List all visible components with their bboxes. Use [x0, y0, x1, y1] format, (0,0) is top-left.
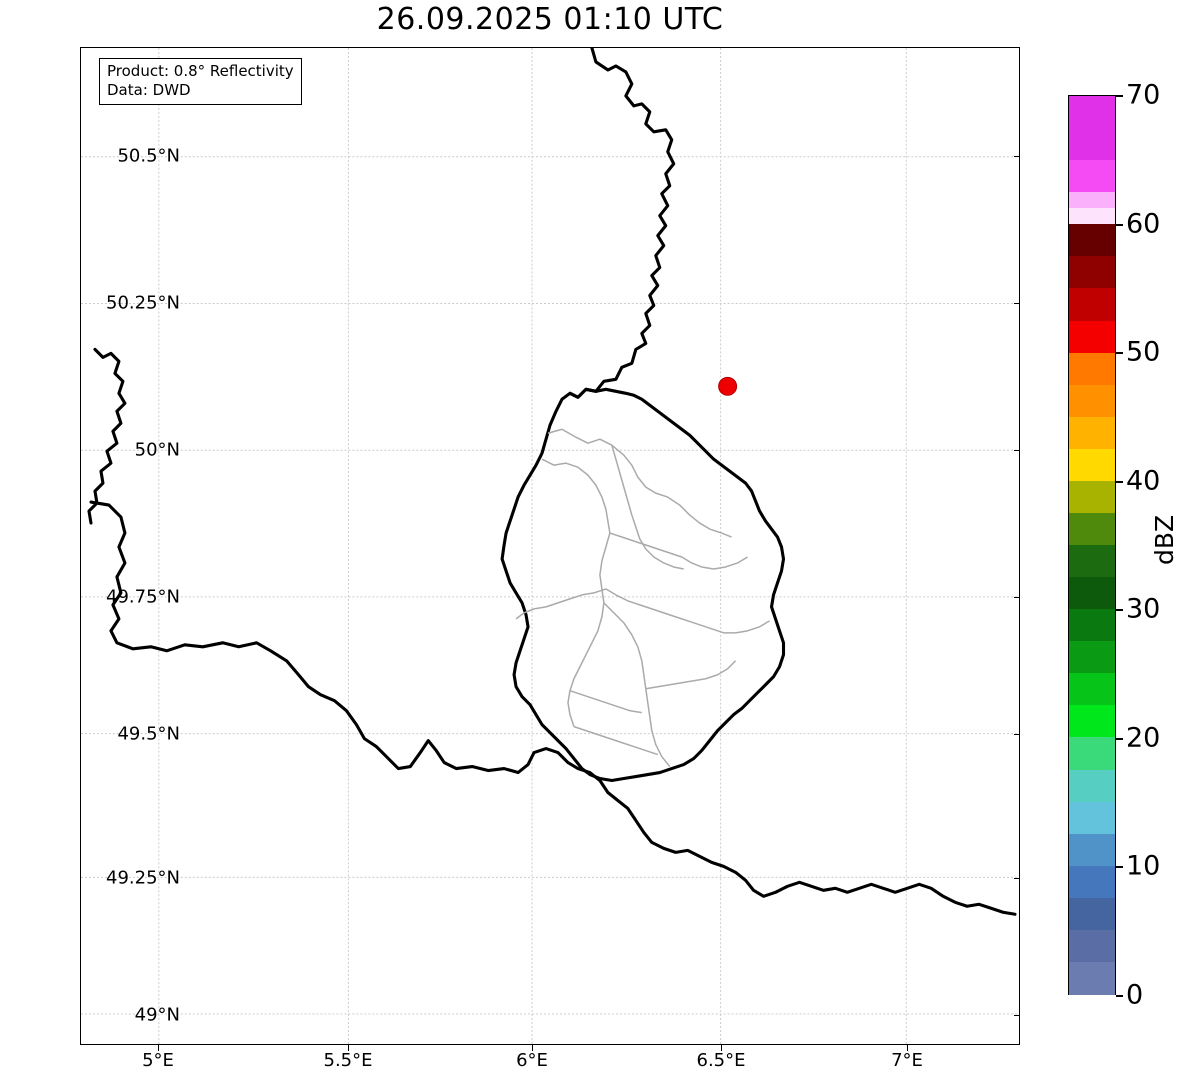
x-tick-mark	[158, 1045, 160, 1051]
colorbar-segment	[1069, 609, 1115, 642]
x-axis-label-7e: 7°E	[891, 1050, 923, 1071]
x-axis-label-5e: 5°E	[142, 1050, 174, 1071]
x-tick-mark	[348, 1045, 350, 1051]
page-title: 26.09.2025 01:10 UTC	[376, 2, 724, 37]
colorbar-tick-30	[1116, 609, 1123, 611]
x-tick-mark	[721, 1045, 723, 1051]
colorbar-segment	[1069, 833, 1115, 867]
map-canvas	[81, 48, 1019, 1044]
grid-lines	[81, 48, 1019, 1044]
colorbar-segment	[1069, 865, 1115, 899]
colorbar-label-50: 50	[1126, 336, 1161, 368]
colorbar-tick-60	[1116, 224, 1123, 226]
colorbar-tick-20	[1116, 738, 1123, 740]
colorbar-segment	[1069, 961, 1115, 995]
y-tick-mark	[1014, 597, 1020, 599]
y-tick-mark	[1014, 156, 1020, 158]
colorbar-label-40: 40	[1126, 465, 1161, 497]
y-tick-mark	[1014, 303, 1020, 305]
colorbar-segment	[1069, 208, 1115, 225]
colorbar-segment	[1069, 384, 1115, 418]
colorbar-segment	[1069, 352, 1115, 386]
info-product-line: Product: 0.8° Reflectivity	[107, 62, 294, 80]
x-tick-mark	[532, 1045, 534, 1051]
colorbar-tick-0	[1116, 995, 1123, 997]
product-info-box: Product: 0.8° Reflectivity Data: DWD	[99, 58, 302, 106]
colorbar-segment	[1069, 705, 1115, 738]
y-axis-label-50: 50°N	[134, 439, 180, 461]
y-tick-mark	[1014, 1015, 1020, 1017]
colorbar-segment	[1069, 577, 1115, 610]
colorbar-segment	[1069, 673, 1115, 706]
y-axis-label-49-25: 49.25°N	[106, 867, 180, 889]
colorbar-segment	[1069, 192, 1115, 209]
colorbar-segment	[1069, 480, 1115, 514]
radar-site-marker[interactable]	[718, 376, 738, 396]
colorbar-label-60: 60	[1126, 208, 1161, 240]
colorbar[interactable]	[1068, 95, 1116, 995]
colorbar-segment	[1069, 256, 1115, 289]
colorbar-label-10: 10	[1126, 850, 1161, 882]
y-axis-label-49: 49°N	[134, 1004, 180, 1026]
x-axis-label-6-5e: 6.5°E	[696, 1050, 746, 1071]
y-tick-mark	[1014, 734, 1020, 736]
colorbar-segment	[1069, 929, 1115, 963]
radar-echo-layer	[481, 48, 989, 1044]
y-axis-label-50-5: 50.5°N	[117, 145, 180, 167]
colorbar-segment	[1069, 320, 1115, 354]
colorbar-segment	[1069, 801, 1115, 835]
colorbar-segment	[1069, 96, 1115, 161]
colorbar-segment	[1069, 416, 1115, 450]
y-tick-mark	[1014, 450, 1020, 452]
colorbar-segment	[1069, 897, 1115, 931]
colorbar-unit-label: dBZ	[1150, 514, 1179, 565]
colorbar-segment	[1069, 641, 1115, 674]
y-axis-label-49-5: 49.5°N	[117, 723, 180, 745]
country-borders	[87, 48, 1017, 916]
radar-map-plot[interactable]: Product: 0.8° Reflectivity Data: DWD	[80, 47, 1020, 1045]
colorbar-segment	[1069, 288, 1115, 322]
colorbar-segment	[1069, 448, 1115, 482]
colorbar-segment	[1069, 545, 1115, 578]
colorbar-tick-70	[1116, 95, 1123, 97]
colorbar-label-20: 20	[1126, 722, 1161, 754]
colorbar-tick-50	[1116, 352, 1123, 354]
colorbar-tick-40	[1116, 481, 1123, 483]
y-axis-label-49-75: 49.75°N	[106, 586, 180, 608]
colorbar-label-30: 30	[1126, 593, 1161, 625]
colorbar-segment	[1069, 769, 1115, 803]
colorbar-segment	[1069, 160, 1115, 193]
x-axis-label-6e: 6°E	[516, 1050, 548, 1071]
colorbar-label-70: 70	[1126, 79, 1161, 111]
y-axis-label-50-25: 50.25°N	[106, 292, 180, 314]
colorbar-tick-10	[1116, 866, 1123, 868]
internal-administrative-borders	[515, 428, 770, 768]
colorbar-segment	[1069, 224, 1115, 257]
info-data-line: Data: DWD	[107, 81, 191, 100]
x-axis-label-5-5e: 5.5°E	[323, 1050, 373, 1071]
colorbar-segment	[1069, 737, 1115, 771]
y-tick-mark	[1014, 878, 1020, 880]
x-tick-mark	[907, 1045, 909, 1051]
colorbar-label-0: 0	[1126, 979, 1144, 1011]
colorbar-segment	[1069, 512, 1115, 546]
